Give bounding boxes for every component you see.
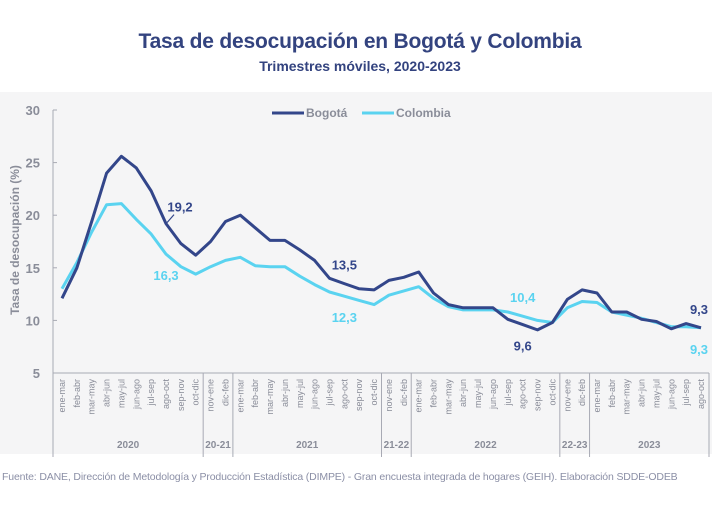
y-axis-label: Tasa de desocupación (%): [8, 165, 22, 315]
y-tick-label: 20: [26, 208, 40, 223]
x-axis-groups: 2020 20-21 2021 21-22 2022 22-23 2023: [52, 373, 710, 457]
group-label: 2021: [296, 440, 319, 451]
x-tick-label: feb-abr: [72, 379, 82, 408]
legend-label-colombia: Colombia: [396, 106, 451, 120]
x-tick-label: ene-mar: [57, 379, 67, 413]
annotation-leader: [166, 214, 175, 224]
group-label: 21-22: [384, 440, 410, 451]
x-tick-label: sep-nov: [533, 379, 543, 412]
legend: Bogotá Colombia: [272, 106, 451, 120]
x-tick-label: may-jul: [651, 379, 661, 408]
data-label: 9,3: [690, 302, 708, 317]
data-label: 16,3: [153, 268, 178, 283]
y-tick-label: 15: [26, 261, 40, 276]
series-line-bogota: [60, 154, 702, 332]
x-tick-label: jul-sep: [503, 379, 513, 407]
x-tick-label: mar-may: [265, 379, 275, 415]
x-tick-label: abr-jun: [637, 379, 647, 407]
legend-label-bogota: Bogotá: [306, 106, 348, 120]
group-label: 22-23: [562, 440, 588, 451]
x-tick-label: jul-sep: [146, 379, 156, 407]
x-tick-label: feb-abr: [250, 379, 260, 408]
chart-title: Tasa de desocupación en Bogotá y Colombi…: [138, 30, 582, 53]
x-tick-label: abr-jun: [458, 379, 468, 407]
data-label: 9,6: [514, 339, 532, 354]
x-tick-label: jul-sep: [681, 379, 691, 407]
x-tick-label: nov-ene: [562, 379, 572, 412]
x-tick-label: ago-oct: [518, 379, 528, 410]
x-tick-label: dic-feb: [220, 379, 230, 406]
x-tick-label: feb-abr: [429, 379, 439, 408]
x-tick-label: oct-dic: [369, 379, 379, 406]
y-tick-label: 25: [26, 156, 40, 171]
x-tick-label: abr-jun: [280, 379, 290, 407]
x-tick-label: may-jul: [116, 379, 126, 408]
group-label: 2020: [117, 440, 140, 451]
x-tick-label: mar-may: [622, 379, 632, 415]
group-label: 20-21: [205, 440, 231, 451]
x-tick-label: ago-oct: [696, 379, 706, 410]
series-line-colombia: [60, 202, 702, 330]
data-labels: 19,2 16,3 13,5 12,3 10,4 9,6 9,3 9,3: [153, 200, 708, 357]
y-tick-label: 10: [26, 313, 40, 328]
x-tick-label: sep-nov: [176, 379, 186, 412]
y-tick-label: 5: [33, 366, 40, 381]
data-label: 13,5: [332, 258, 357, 273]
x-tick-label: nov-ene: [206, 379, 216, 412]
y-axis-ticks: 5 10 15 20 25 30: [26, 103, 57, 381]
x-tick-label: oct-dic: [191, 379, 201, 406]
x-tick-label: abr-jun: [102, 379, 112, 407]
x-tick-label: jun-ago: [488, 379, 498, 410]
group-label: 2023: [638, 440, 661, 451]
x-tick-label: mar-may: [443, 379, 453, 415]
x-tick-label: ene-mar: [235, 379, 245, 413]
x-tick-label: may-jul: [473, 379, 483, 408]
x-axis-ticks: ene-mar feb-abr mar-may abr-jun may-jul jun-a…: [57, 379, 706, 415]
x-tick-label: jun-ago: [310, 379, 320, 410]
x-tick-label: ago-oct: [339, 379, 349, 410]
x-tick-label: dic-feb: [577, 379, 587, 406]
y-tick-label: 30: [26, 103, 40, 118]
x-tick-label: ene-mar: [592, 379, 602, 413]
x-tick-label: jun-ago: [666, 379, 676, 410]
x-tick-label: dic-feb: [399, 379, 409, 406]
group-label: 2022: [474, 440, 497, 451]
chart-subtitle: Trimestres móviles, 2020-2023: [259, 58, 461, 74]
data-label: 10,4: [510, 290, 536, 305]
x-tick-label: oct-dic: [547, 379, 557, 406]
x-tick-label: ago-oct: [161, 379, 171, 410]
x-tick-label: sep-nov: [354, 379, 364, 412]
data-label: 19,2: [167, 200, 192, 215]
x-tick-label: mar-may: [87, 379, 97, 415]
axes: [52, 110, 709, 374]
x-tick-label: ene-mar: [414, 379, 424, 413]
x-tick-label: jun-ago: [131, 379, 141, 410]
chart-card: [0, 92, 712, 454]
data-label: 12,3: [332, 310, 357, 325]
x-tick-label: feb-abr: [607, 379, 617, 408]
data-label: 9,3: [690, 342, 708, 357]
x-tick-label: nov-ene: [384, 379, 394, 412]
series-lines: [60, 154, 702, 332]
x-tick-label: may-jul: [295, 379, 305, 408]
x-tick-label: jul-sep: [324, 379, 334, 407]
source-note: Fuente: DANE, Dirección de Metodología y…: [2, 471, 678, 483]
